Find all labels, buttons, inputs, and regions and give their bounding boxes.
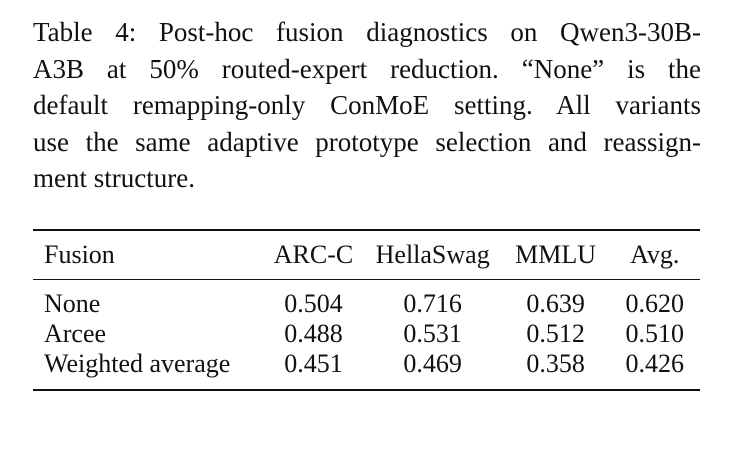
cell-mmlu: 0.639: [526, 289, 585, 318]
cell-avg: 0.620: [625, 289, 685, 318]
cell-hellaswag: 0.716: [403, 289, 462, 318]
cell-arc-c: 0.451: [284, 349, 343, 378]
header-fusion: Fusion: [44, 240, 115, 269]
header-hellaswag: HellaSwag: [375, 240, 490, 269]
caption-line: ment structure.: [33, 163, 195, 193]
caption-line: use the same adaptive prototype selectio…: [33, 126, 701, 157]
cell-hellaswag: 0.531: [403, 319, 462, 348]
cell-fusion: None: [44, 289, 101, 318]
cell-arc-c: 0.488: [284, 319, 343, 348]
table-header-row: Fusion ARC-C HellaSwag MMLU Avg.: [33, 230, 700, 280]
fusion-diagnostics-table: Fusion ARC-C HellaSwag MMLU Avg. None 0.…: [33, 229, 700, 391]
caption-line: default remapping-only ConMoE setting. A…: [33, 90, 701, 120]
caption-line: Table 4: Post-hoc fusion diagnostics on …: [33, 17, 701, 47]
cell-avg: 0.426: [625, 349, 685, 378]
header-avg: Avg.: [630, 240, 680, 269]
cell-avg: 0.510: [625, 319, 685, 348]
table-caption: Table 4: Post-hoc fusion diagnostics on …: [33, 14, 701, 197]
header-mmlu: MMLU: [515, 240, 597, 269]
cell-fusion: Arcee: [44, 319, 107, 348]
table-row: Arcee 0.488 0.531 0.512 0.510: [33, 319, 700, 349]
cell-arc-c: 0.504: [284, 289, 343, 318]
cell-mmlu: 0.512: [526, 319, 585, 348]
results-table: Fusion ARC-C HellaSwag MMLU Avg. None 0.…: [33, 229, 700, 391]
header-arc-c: ARC-C: [273, 240, 354, 269]
cell-fusion: Weighted average: [44, 349, 231, 378]
caption-line: A3B at 50% routed-expert reduction. “Non…: [33, 53, 701, 84]
cell-hellaswag: 0.469: [403, 349, 462, 378]
table-row: None 0.504 0.716 0.639 0.620: [33, 280, 700, 320]
cell-mmlu: 0.358: [526, 349, 585, 378]
table-row: Weighted average 0.451 0.469 0.358 0.426: [33, 349, 700, 390]
